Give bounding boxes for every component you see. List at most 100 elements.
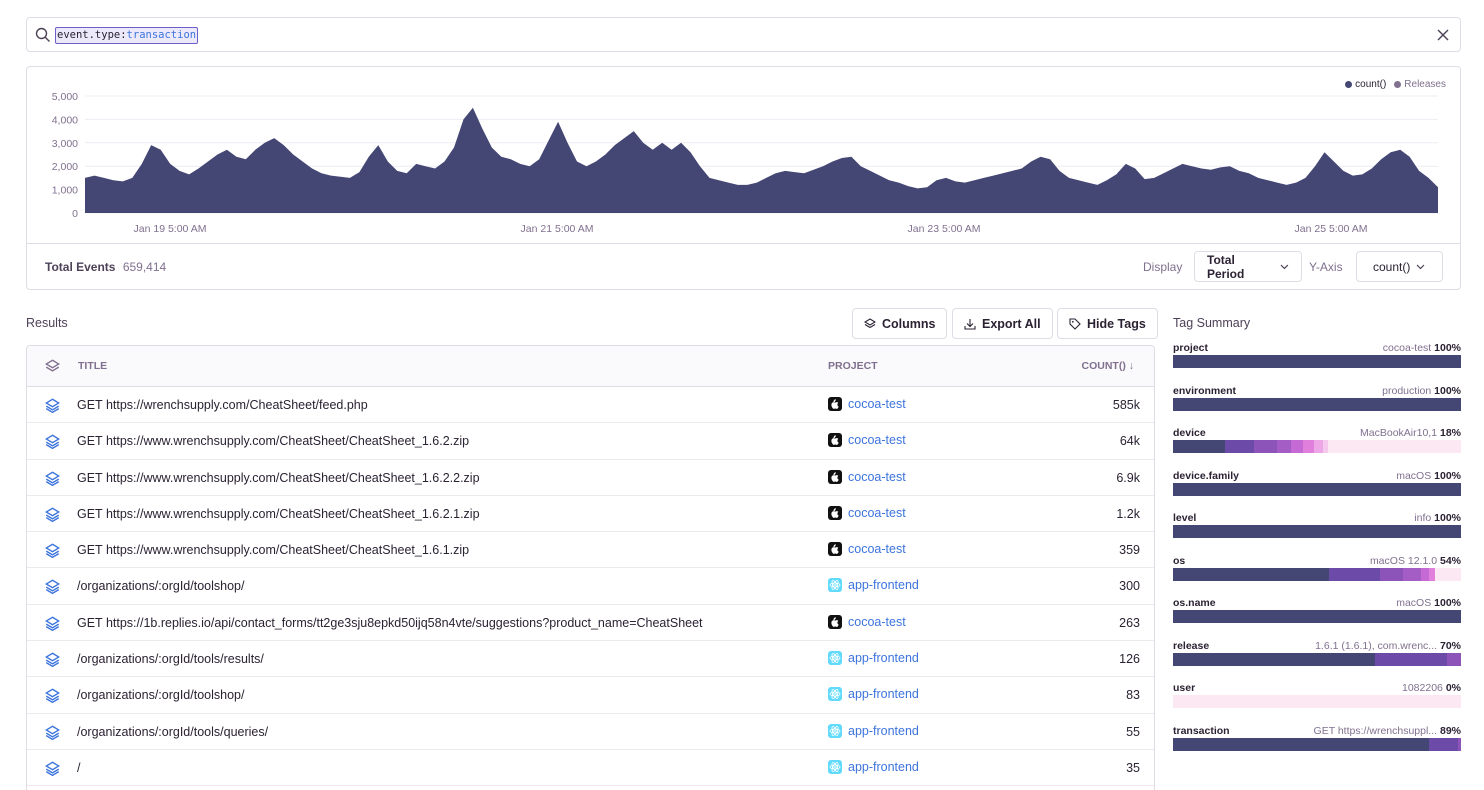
- tag-distribution-bar[interactable]: [1173, 355, 1461, 368]
- row-project-name[interactable]: cocoa-test: [848, 433, 906, 448]
- tag-bar-segment[interactable]: [1429, 737, 1459, 751]
- tag-distribution-bar[interactable]: [1173, 525, 1461, 538]
- row-project-name[interactable]: app-frontend: [848, 578, 919, 593]
- row-title[interactable]: GET https://www.wrenchsupply.com/CheatSh…: [77, 506, 480, 521]
- tag-bar-segment[interactable]: [1420, 567, 1430, 581]
- stack-icon[interactable]: [45, 725, 60, 740]
- row-title[interactable]: /organizations/:orgId/toolshop/: [77, 688, 245, 703]
- tag-bar-segment[interactable]: [1224, 440, 1254, 453]
- tag-bar-segment[interactable]: [1173, 567, 1329, 581]
- tag-distribution-bar[interactable]: [1173, 567, 1461, 581]
- columns-button[interactable]: Columns: [852, 308, 948, 339]
- tag-bar-segment[interactable]: [1429, 567, 1436, 581]
- table-row[interactable]: /organizations/:orgId/toolshop/app-front…: [27, 568, 1154, 605]
- tag-distribution-bar[interactable]: [1173, 610, 1461, 623]
- tag-bar-segment[interactable]: [1328, 567, 1381, 581]
- row-title[interactable]: GET https://www.wrenchsupply.com/CheatSh…: [77, 434, 470, 449]
- tag-level[interactable]: level info 100%: [1173, 512, 1461, 552]
- row-project-name[interactable]: cocoa-test: [848, 542, 906, 557]
- stack-icon[interactable]: [45, 652, 60, 668]
- table-row[interactable]: GET https://1b.replies.io/api/contact_fo…: [27, 605, 1154, 642]
- stack-icon[interactable]: [45, 434, 60, 450]
- row-title[interactable]: /: [77, 760, 81, 775]
- table-row[interactable]: /organizations/:orgId/tools/queries/app-…: [27, 714, 1154, 750]
- tag-bar-segment[interactable]: [1403, 567, 1421, 581]
- row-title[interactable]: GET https://wrenchsupply.com/CheatSheet/…: [77, 398, 368, 412]
- tag-bar-segment[interactable]: [1276, 440, 1292, 453]
- row-project[interactable]: cocoa-test: [828, 614, 906, 629]
- row-project[interactable]: app-frontend: [828, 687, 919, 702]
- stack-icon[interactable]: [45, 761, 60, 776]
- stack-icon[interactable]: [45, 507, 60, 522]
- tag-bar-segment[interactable]: [1291, 440, 1303, 453]
- column-header-project[interactable]: PROJECT: [828, 360, 878, 372]
- display-dropdown[interactable]: Total Period: [1194, 251, 1302, 282]
- tag-distribution-bar[interactable]: [1173, 652, 1461, 666]
- tag-os[interactable]: os macOS 12.1.0 54%: [1173, 555, 1461, 595]
- table-row[interactable]: / app-frontend 35: [27, 750, 1154, 787]
- table-row[interactable]: GET https://www.wrenchsupply.com/CheatSh…: [27, 423, 1154, 460]
- tag-bar-segment[interactable]: [1173, 482, 1461, 496]
- tag-transaction[interactable]: transaction GET https://wrenchsuppl... 89…: [1173, 725, 1461, 765]
- count-series-area[interactable]: [85, 107, 1438, 213]
- row-title[interactable]: GET https://1b.replies.io/api/contact_fo…: [77, 615, 703, 630]
- tag-distribution-bar[interactable]: [1173, 695, 1461, 708]
- tag-device[interactable]: device MacBookAir10,1 18%: [1173, 427, 1461, 467]
- tag-user[interactable]: user 1082206 0%: [1173, 682, 1461, 722]
- yaxis-dropdown[interactable]: count(): [1356, 251, 1443, 282]
- close-icon[interactable]: [1436, 28, 1450, 42]
- tag-os-name[interactable]: os.name macOS 100%: [1173, 597, 1461, 637]
- tag-bar-segment[interactable]: [1374, 652, 1447, 666]
- tag-bar-segment[interactable]: [1458, 737, 1461, 751]
- tag-bar-segment[interactable]: [1446, 652, 1461, 666]
- row-project[interactable]: cocoa-test: [828, 433, 906, 448]
- legend-item-releases[interactable]: Releases: [1394, 79, 1446, 90]
- search-query-token[interactable]: event.type:transaction: [55, 27, 199, 44]
- tag-release[interactable]: release 1.6.1 (1.6.1), com.wrenc... 70%: [1173, 640, 1461, 680]
- hide-tags-button[interactable]: Hide Tags: [1057, 308, 1158, 339]
- tag-distribution-bar[interactable]: [1173, 737, 1461, 751]
- tag-bar-segment[interactable]: [1380, 567, 1404, 581]
- row-project[interactable]: app-frontend: [828, 578, 919, 593]
- row-project-name[interactable]: app-frontend: [848, 651, 919, 666]
- tag-bar-segment[interactable]: [1253, 440, 1277, 453]
- row-project-name[interactable]: cocoa-test: [848, 469, 906, 484]
- stack-icon[interactable]: [45, 471, 60, 486]
- legend-item-count[interactable]: count(): [1345, 79, 1386, 90]
- tag-distribution-bar[interactable]: [1173, 397, 1461, 411]
- row-project-name[interactable]: cocoa-test: [848, 614, 906, 629]
- tag-distribution-bar[interactable]: [1173, 482, 1461, 496]
- row-project[interactable]: cocoa-test: [828, 469, 906, 484]
- row-project[interactable]: cocoa-test: [828, 397, 906, 411]
- table-row[interactable]: GET https://www.wrenchsupply.com/CheatSh…: [27, 496, 1154, 533]
- table-row[interactable]: GET https://wrenchsupply.com/CheatSheet/…: [27, 387, 1154, 424]
- column-header-count[interactable]: COUNT() ↓: [1081, 360, 1135, 372]
- search-bar[interactable]: event.type:transaction: [26, 17, 1461, 52]
- export-all-button[interactable]: Export All: [952, 308, 1053, 339]
- column-header-title[interactable]: TITLE: [78, 360, 108, 372]
- row-project-name[interactable]: app-frontend: [848, 723, 919, 738]
- row-title[interactable]: GET https://www.wrenchsupply.com/CheatSh…: [77, 470, 480, 485]
- tag-bar-segment[interactable]: [1173, 440, 1225, 453]
- tag-environment[interactable]: environment production 100%: [1173, 385, 1461, 425]
- tag-bar-segment[interactable]: [1173, 355, 1461, 368]
- table-row[interactable]: GET https://www.wrenchsupply.com/CheatSh…: [27, 532, 1154, 569]
- tag-bar-segment[interactable]: [1173, 525, 1461, 538]
- tag-bar-segment[interactable]: [1173, 737, 1430, 751]
- row-project[interactable]: app-frontend: [828, 723, 919, 738]
- tag-bar-segment[interactable]: [1173, 610, 1461, 623]
- tag-bar-segment[interactable]: [1314, 440, 1323, 453]
- row-project-name[interactable]: cocoa-test: [848, 505, 906, 520]
- table-row[interactable]: GET https://www.wrenchsupply.com/CheatSh…: [27, 460, 1154, 496]
- tag-bar-segment[interactable]: [1173, 397, 1461, 411]
- table-row[interactable]: /organizations/:orgId/tools/results/app-…: [27, 641, 1154, 678]
- table-row[interactable]: /organizations/:orgId/toolshop/app-front…: [27, 677, 1154, 714]
- tag-bar-segment[interactable]: [1302, 440, 1315, 453]
- stack-icon[interactable]: [45, 579, 60, 595]
- row-project-name[interactable]: app-frontend: [848, 687, 919, 702]
- stack-icon[interactable]: [45, 688, 60, 704]
- tag-bar-segment[interactable]: [1322, 440, 1329, 453]
- row-title[interactable]: GET https://www.wrenchsupply.com/CheatSh…: [77, 543, 470, 558]
- row-project[interactable]: app-frontend: [828, 759, 919, 774]
- tag-distribution-bar[interactable]: [1173, 440, 1461, 453]
